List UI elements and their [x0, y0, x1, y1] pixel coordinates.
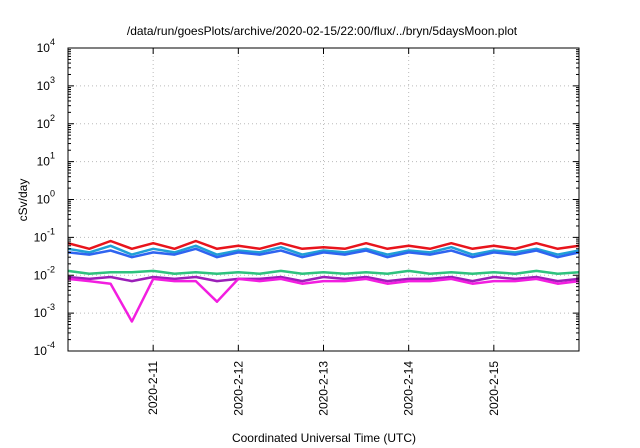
y-tick-exponent: 2 [50, 113, 55, 123]
y-tick-label: 10-4 [34, 340, 55, 358]
y-tick-label: 10-2 [34, 264, 55, 282]
chart-title: /data/run/goesPlots/archive/2020-02-15/2… [127, 24, 518, 38]
y-tick-exponent: -1 [47, 226, 55, 236]
series-line-4 [67, 269, 580, 275]
y-tick-exponent: -4 [47, 340, 55, 350]
x-tick-label: 2020-2-12 [231, 361, 245, 416]
y-tick-exponent: 4 [50, 37, 55, 47]
y-tick-exponent: -2 [47, 264, 55, 274]
series-line-5 [67, 275, 580, 283]
series-line-2 [67, 244, 580, 256]
x-tick-label: 2020-2-14 [402, 361, 416, 416]
y-axis-label: cSv/day [16, 179, 30, 222]
y-tick-exponent: -3 [47, 302, 55, 312]
y-tick-label: 100 [37, 189, 55, 207]
y-tick-exponent: 1 [50, 151, 55, 161]
y-tick-label: 10-3 [34, 302, 55, 320]
x-tick-label: 2020-2-15 [487, 361, 501, 416]
x-tick-label: 2020-2-13 [317, 361, 331, 416]
series-layer [67, 239, 580, 323]
x-axis-label: Coordinated Universal Time (UTC) [232, 431, 416, 445]
series-line-6 [67, 277, 580, 323]
y-tick-exponent: 3 [50, 75, 55, 85]
series-line-1 [67, 239, 580, 251]
x-axis: 2020-2-11 2020-2-12 2020-2-13 2020-2-14 2020… [146, 48, 501, 416]
y-tick-label: 10-1 [34, 226, 55, 244]
x-tick-label: 2020-2-11 [146, 361, 160, 415]
y-tick-label: 104 [37, 37, 55, 55]
series-line-3 [67, 247, 580, 259]
y-tick-exponent: 0 [50, 189, 55, 199]
y-tick-label: 103 [37, 75, 55, 93]
y-tick-label: 102 [37, 113, 55, 131]
grid [68, 48, 579, 351]
y-tick-label: 101 [37, 151, 55, 169]
